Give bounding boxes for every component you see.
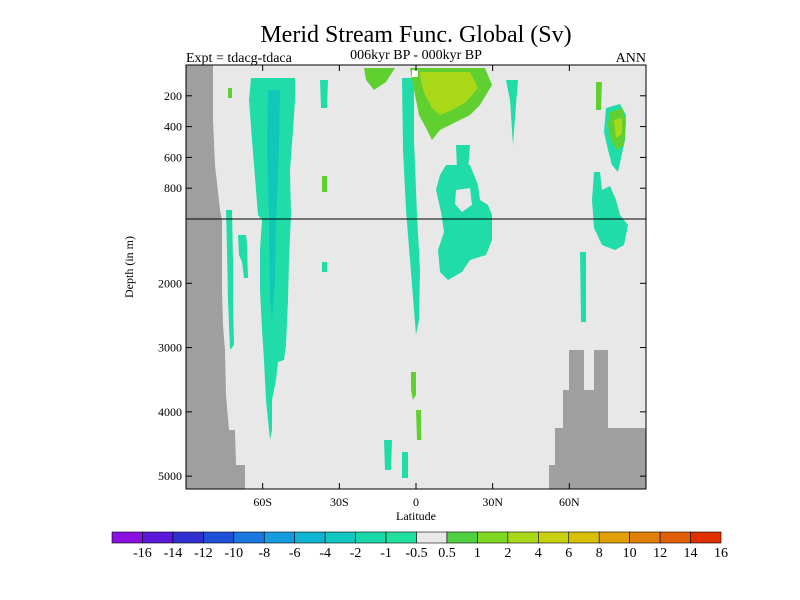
contour-region-western-column [402,78,420,335]
colorbar-swatch [690,531,722,544]
contour-region-slope-deep [226,210,234,350]
contour-region-small-patch-2 [322,262,327,272]
colorbar-swatch [446,531,478,544]
colorbar-swatch [659,531,691,544]
colorbar-label: 16 [714,546,728,561]
contour-region-white-eddy [412,70,418,77]
colorbar-label: 12 [653,546,667,561]
y-tick-label: 4000 [158,405,182,419]
colorbar-label: 10 [623,546,637,561]
contour-region-eastern-column [506,80,518,145]
y-tick-label: 600 [164,150,182,164]
topography-north [549,350,646,489]
y-tick-label: 200 [164,89,182,103]
colorbar-label: 14 [684,546,698,561]
colorbar-swatch [142,531,174,544]
colorbar-label: -2 [350,546,362,561]
colorbar-label: -8 [258,546,270,561]
colorbar-label: 6 [565,546,572,561]
y-tick-label: 400 [164,120,182,134]
contour-region-small-patch-4 [402,452,408,478]
contour-region-subtropical-hole [455,188,472,212]
colorbar-swatch [111,531,143,544]
contour-region-equatorial-deep-2 [416,410,421,440]
contour-region-antarctic-slope [238,235,248,278]
x-tick-label: 30S [330,495,349,509]
x-axis-label: Latitude [396,509,436,523]
colorbar-swatch [385,531,417,544]
x-tick-label: 60S [253,495,272,509]
contour-region-tropical-surface-core [420,72,478,115]
colorbar-swatch [568,531,600,544]
colorbar-swatch [355,531,387,544]
colorbar-swatch [233,531,265,544]
colorbar-label: -14 [164,546,183,561]
x-tick-label: 60N [559,495,580,509]
colorbar-label: 4 [535,546,542,561]
x-axis: 60S 30S 0 30N 60N [253,65,580,509]
x-tick-label: 0 [413,495,419,509]
colorbar-swatch [324,531,356,544]
colorbar-swatch [537,531,570,544]
colorbar-label: -4 [319,546,331,561]
contour-region-equatorial-deep [411,372,416,400]
y-tick-label: 800 [164,181,182,195]
contour-region-coastal-south [580,252,586,322]
colorbar-label: -6 [289,546,301,561]
experiment-label: Expt = tdacg-tdaca [186,51,293,66]
contour-region-small-patch-3 [384,440,392,470]
contour-region-small-patch-1 [320,80,328,108]
contour-region-surface-patch-isolated [228,88,232,98]
colorbar-label: 0.5 [438,546,456,561]
contour-region-southern-ocean-core [267,90,280,320]
topography-south [186,65,245,489]
y-tick-label: 5000 [158,469,182,483]
colorbar-label: -0.5 [405,546,427,561]
contour-region-small-patch-5 [456,145,470,170]
colorbar: -16 -14 -12 -10 -8 -6 -4 -2 -1 -0.5 0.5 1 2 4 6 8 10 12 14… [111,531,728,561]
colorbar-swatch [294,531,326,544]
colorbar-swatch [507,531,539,544]
contour-region-surface-patch-isolated-2 [322,176,327,192]
x-tick-label: 30N [482,495,503,509]
contour-region-surface-patch-west [364,68,395,90]
colorbar-swatch [416,531,448,544]
colorbar-swatch [172,531,204,544]
colorbar-label: -1 [380,546,392,561]
y-tick-label: 3000 [158,341,182,355]
season-label: ANN [616,51,646,66]
contour-region-deep-subpolar [592,172,628,250]
contour-region-nordic-seas-core [614,118,622,138]
colorbar-swatch [263,531,296,544]
field-layer [186,65,646,489]
y-axis-label: Depth (in m) [122,236,136,298]
colorbar-label: -10 [224,546,243,561]
period-label: 006kyr BP - 000kyr BP [350,48,482,63]
colorbar-swatch [598,531,630,544]
colorbar-label: -16 [133,546,152,561]
colorbar-label: -12 [194,546,213,561]
colorbar-swatch [629,531,661,544]
contour-region-northern-subtropical [436,165,492,280]
colorbar-label: 2 [504,546,511,561]
colorbar-label: 8 [596,546,603,561]
colorbar-swatch [203,531,235,544]
y-tick-label: 2000 [158,276,182,290]
contour-region-surface-patch-isolated-3 [596,82,602,110]
y-axis: 200 400 600 800 2000 3000 4000 5000 [158,89,646,483]
chart-title: Merid Stream Func. Global (Sv) [260,22,571,48]
colorbar-swatch [477,531,509,544]
colorbar-label: 1 [474,546,481,561]
